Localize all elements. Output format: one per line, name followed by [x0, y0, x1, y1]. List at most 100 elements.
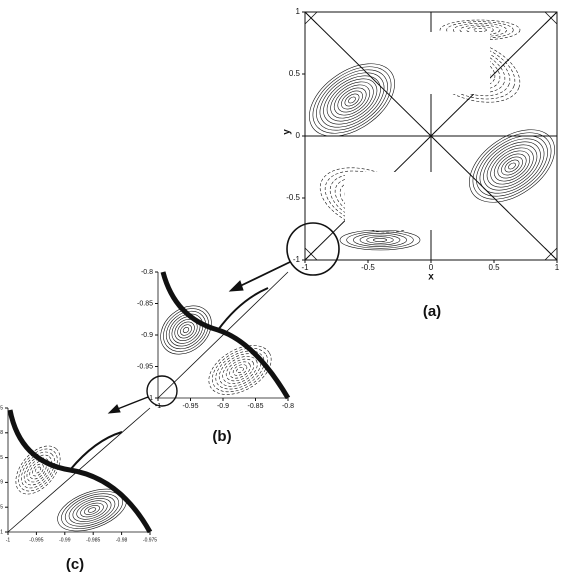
- y-tick-label: -1: [293, 255, 301, 264]
- y-tick-label: -0.985: [0, 455, 3, 461]
- contour: [26, 457, 50, 483]
- y-tick-label: -0.8: [141, 269, 153, 276]
- y-tick-label: 0.5: [289, 69, 301, 78]
- contour: [476, 135, 548, 197]
- contour: [486, 144, 538, 188]
- contour: [215, 350, 265, 390]
- contour: [21, 451, 55, 489]
- x-tick-label: -0.95: [183, 403, 199, 410]
- contour: [163, 308, 209, 352]
- contour: [34, 466, 42, 474]
- contour: [312, 66, 392, 134]
- contour: [68, 495, 116, 525]
- contour: [222, 356, 258, 384]
- contour: [319, 72, 385, 128]
- y-tick-label: -0.85: [137, 300, 153, 307]
- contour: [32, 463, 44, 477]
- contour: [479, 138, 545, 194]
- contour: [346, 231, 414, 249]
- corner-cross: [544, 11, 558, 25]
- x-tick-label: -1: [6, 537, 11, 543]
- contour: [61, 491, 123, 529]
- contour: [419, 37, 521, 103]
- contour: [504, 159, 520, 173]
- contour: [469, 129, 555, 203]
- contour: [337, 87, 367, 113]
- x-tick-label: -0.9: [217, 403, 229, 410]
- y-tick-label: -0.99: [0, 480, 3, 486]
- contour: [76, 500, 108, 520]
- contour: [84, 505, 100, 515]
- contour: [229, 361, 251, 379]
- panel-label: (c): [66, 556, 84, 573]
- separatrix: [217, 287, 269, 331]
- contour: [225, 358, 255, 382]
- contour: [87, 507, 97, 513]
- contour: [18, 448, 58, 492]
- contour: [348, 96, 356, 104]
- contour: [72, 498, 112, 522]
- contour: [15, 445, 61, 495]
- separatrix: [160, 271, 291, 400]
- contour: [473, 28, 487, 32]
- contour: [309, 63, 395, 137]
- x-tick-label: 0: [429, 263, 434, 272]
- x-tick-label: -0.975: [143, 537, 157, 543]
- x-tick-label: -1: [155, 403, 161, 410]
- contour: [212, 347, 268, 393]
- contour: [466, 26, 494, 34]
- contour: [316, 69, 388, 131]
- contour: [501, 156, 523, 176]
- contour: [353, 233, 407, 247]
- contour: [508, 162, 516, 170]
- separatrix: [69, 431, 123, 471]
- contour: [80, 502, 104, 518]
- x-tick-label: -0.5: [361, 263, 375, 272]
- panel-label: (a): [423, 303, 441, 320]
- panel-label: (b): [212, 428, 231, 445]
- y-tick-label: 0: [296, 131, 301, 140]
- blank-patches: [345, 32, 490, 230]
- contour: [180, 324, 192, 336]
- contour: [472, 132, 552, 200]
- contour: [339, 229, 421, 251]
- corner-cross: [304, 247, 318, 261]
- contour: [208, 345, 272, 395]
- y-tick-label: -1: [0, 529, 3, 535]
- y-tick-label: 1: [296, 7, 301, 16]
- x-tick-label: 0.5: [488, 263, 500, 272]
- contour: [497, 153, 527, 179]
- x-tick-label: -0.985: [86, 537, 100, 543]
- contour: [218, 353, 262, 387]
- corner-cross: [424, 129, 438, 143]
- x-axis-label: x: [428, 272, 434, 283]
- y-tick-label: -0.9: [141, 332, 153, 339]
- contour: [344, 93, 360, 107]
- y-tick-label: -0.95: [137, 363, 153, 370]
- panel-b-frame: [157, 271, 289, 399]
- contour: [168, 313, 204, 347]
- contour: [64, 493, 120, 527]
- y-axis-label: y: [282, 129, 293, 135]
- contour: [333, 84, 371, 116]
- contour: [23, 454, 53, 486]
- contour: [57, 488, 127, 532]
- contour: [177, 321, 195, 339]
- contour: [366, 236, 394, 244]
- y-tick-label: -0.5: [286, 193, 300, 202]
- contour: [453, 23, 507, 37]
- contour: [373, 238, 387, 242]
- contour: [232, 364, 248, 376]
- contour: [326, 78, 378, 122]
- contour: [490, 147, 534, 185]
- contour: [165, 310, 207, 350]
- x-tick-label: -0.995: [29, 537, 43, 543]
- contour: [483, 141, 541, 191]
- x-tick-label: -1: [301, 263, 309, 272]
- y-tick-label: -0.995: [0, 505, 3, 511]
- corner-cross: [304, 11, 318, 25]
- x-tick-label: -0.85: [248, 403, 264, 410]
- separatrix: [7, 409, 153, 534]
- contour: [182, 327, 190, 333]
